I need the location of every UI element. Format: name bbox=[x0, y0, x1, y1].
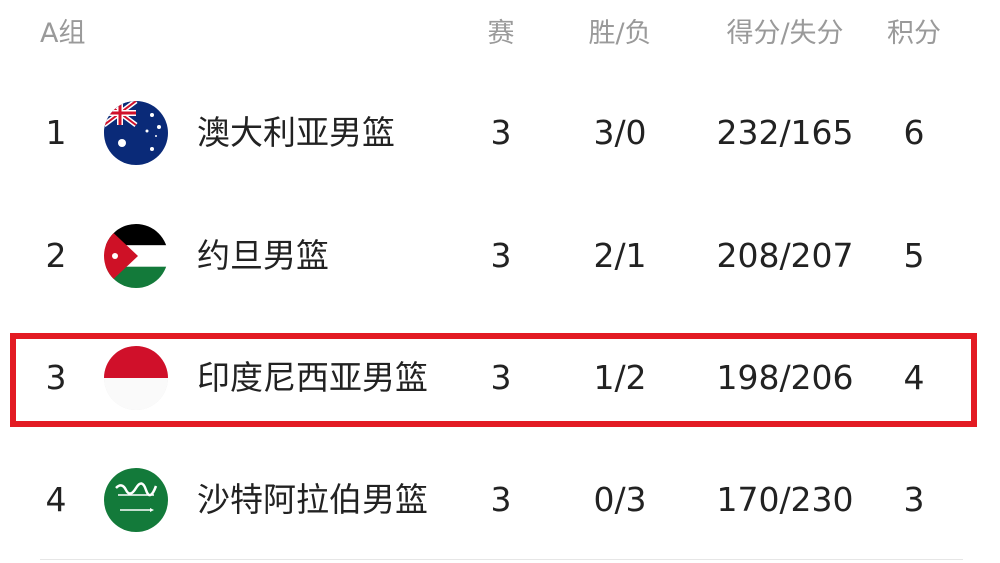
saudi-arabia-flag-icon bbox=[104, 468, 168, 532]
points: 4 bbox=[903, 358, 925, 397]
rank: 1 bbox=[45, 113, 67, 152]
score: 170/230 bbox=[716, 480, 854, 519]
score: 208/207 bbox=[716, 236, 854, 275]
games: 3 bbox=[490, 358, 512, 397]
table-row[interactable]: 4 沙特阿拉伯男篮 3 0/3 170/230 3 bbox=[0, 455, 1000, 545]
team-name: 约旦男篮 bbox=[197, 236, 329, 275]
table-row[interactable]: 1 澳大利亚男篮 3 3/0 232/165 6 bbox=[0, 88, 1000, 178]
team-name: 印度尼西亚男篮 bbox=[197, 358, 428, 397]
win-loss: 0/3 bbox=[593, 480, 647, 519]
points: 5 bbox=[903, 236, 925, 275]
jordan-flag-icon bbox=[104, 224, 168, 288]
indonesia-flag-icon bbox=[104, 346, 168, 410]
games: 3 bbox=[490, 236, 512, 275]
rank: 2 bbox=[45, 236, 67, 275]
team-name: 澳大利亚男篮 bbox=[197, 113, 395, 152]
team-name: 沙特阿拉伯男篮 bbox=[197, 480, 428, 519]
games: 3 bbox=[490, 113, 512, 152]
australia-flag-icon bbox=[104, 101, 168, 165]
win-loss: 2/1 bbox=[593, 236, 647, 275]
header-win-loss: 胜/负 bbox=[588, 18, 652, 49]
win-loss: 3/0 bbox=[593, 113, 647, 152]
rank: 3 bbox=[45, 358, 67, 397]
points: 6 bbox=[903, 113, 925, 152]
table-row-highlighted[interactable]: 3 印度尼西亚男篮 3 1/2 198/206 4 bbox=[0, 333, 1000, 423]
divider bbox=[40, 559, 963, 560]
group-title: A组 bbox=[40, 18, 86, 49]
score: 232/165 bbox=[716, 113, 854, 152]
points: 3 bbox=[903, 480, 925, 519]
header-score: 得分/失分 bbox=[726, 18, 844, 49]
header-games: 赛 bbox=[487, 18, 515, 49]
score: 198/206 bbox=[716, 358, 854, 397]
header-points: 积分 bbox=[887, 18, 941, 49]
rank: 4 bbox=[45, 480, 67, 519]
win-loss: 1/2 bbox=[593, 358, 647, 397]
games: 3 bbox=[490, 480, 512, 519]
table-row[interactable]: 2 约旦男篮 3 2/1 208/207 5 bbox=[0, 211, 1000, 301]
highlight-box bbox=[10, 333, 977, 427]
